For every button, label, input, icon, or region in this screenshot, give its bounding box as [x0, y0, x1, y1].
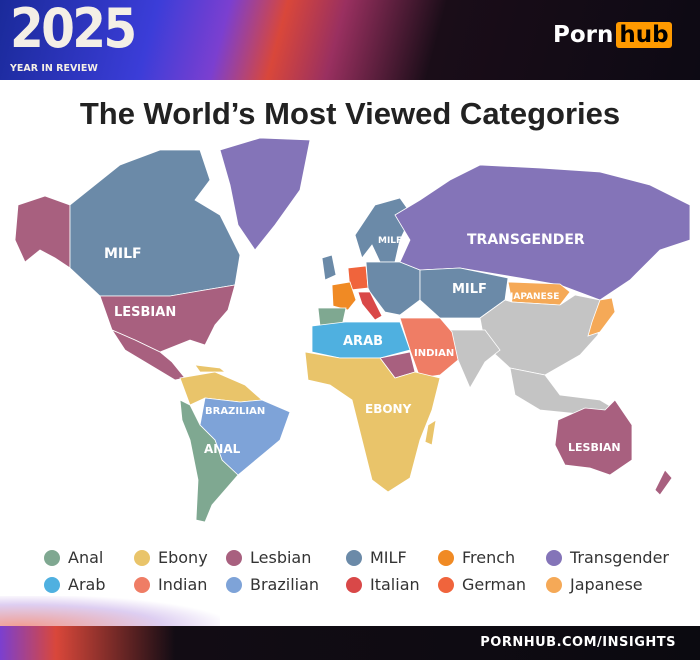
legend-label: Italian — [370, 575, 420, 594]
legend-swatch — [438, 576, 454, 593]
region-caribbean — [194, 364, 227, 373]
legend-item: Indian — [134, 575, 226, 594]
region-north-africa — [311, 321, 411, 359]
region-japan — [587, 297, 616, 337]
map-label-japanese: JAPANESE — [509, 292, 559, 302]
legend-label: Ebony — [158, 548, 208, 567]
map-label-brazilian: BRAZILIAN — [205, 406, 265, 417]
map-label-indian: INDIAN — [414, 348, 454, 359]
legend-swatch — [546, 576, 562, 593]
legend-item: Anal — [44, 548, 134, 567]
brand-logo: Porn hub — [553, 22, 672, 48]
region-madagascar — [424, 419, 437, 446]
region-italy — [357, 291, 383, 321]
region-middle-east — [399, 317, 459, 379]
legend-item: Lesbian — [226, 548, 346, 567]
legend-label: Transgender — [570, 548, 669, 567]
footer-banner: PORNHUB.COM/INSIGHTS — [0, 626, 700, 660]
map-label-arab: ARAB — [343, 334, 383, 349]
header-banner: 2025 YEAR IN REVIEW Porn hub — [0, 0, 700, 80]
legend-label: Brazilian — [250, 575, 320, 594]
region-greenland — [219, 137, 311, 251]
year-in-review-label: YEAR IN REVIEW — [10, 63, 98, 74]
legend-swatch — [546, 549, 562, 566]
legend-item: Ebony — [134, 548, 226, 567]
legend-label: Arab — [68, 575, 106, 594]
legend-swatch — [438, 549, 454, 566]
legend-swatch — [134, 576, 150, 593]
footer-url: PORNHUB.COM/INSIGHTS — [480, 635, 676, 650]
region-alaska — [14, 195, 71, 269]
region-china — [479, 294, 601, 376]
legend: Anal Ebony Lesbian MILF French Transgender Ara… — [44, 548, 686, 594]
region-andes-south — [179, 399, 239, 523]
region-subsaharan-africa — [304, 351, 441, 493]
map-label-lesbian-us: LESBIAN — [114, 305, 176, 320]
map-label-milf-scand: MILF — [378, 236, 402, 246]
map-label-milf-asia: MILF — [452, 282, 487, 297]
legend-item: Japanese — [546, 575, 686, 594]
legend-swatch — [44, 549, 60, 566]
legend-label: Indian — [158, 575, 208, 594]
legend-item: MILF — [346, 548, 438, 567]
legend-swatch — [134, 549, 150, 566]
logo-badge: hub — [616, 22, 672, 48]
legend-swatch — [346, 549, 362, 566]
legend-swatch — [226, 549, 242, 566]
region-canada — [69, 149, 241, 297]
region-se-asia — [509, 367, 622, 416]
map-label-transgender: TRANSGENDER — [467, 232, 585, 248]
legend-label: Anal — [68, 548, 104, 567]
region-france — [331, 281, 357, 311]
region-uk — [321, 254, 337, 281]
map-label-milf-na: MILF — [104, 246, 142, 262]
legend-item: Arab — [44, 575, 134, 594]
region-scandinavia — [354, 197, 413, 263]
world-map: MILF LESBIAN MILF TRANSGENDER MILF JAPAN… — [14, 137, 691, 523]
legend-item: Italian — [346, 575, 438, 594]
legend-item: German — [438, 575, 546, 594]
legend-item: French — [438, 548, 546, 567]
logo-text: Porn — [553, 22, 614, 48]
decorative-glow — [0, 596, 220, 626]
region-australia — [554, 399, 633, 476]
legend-label: German — [462, 575, 527, 594]
legend-item: Transgender — [546, 548, 686, 567]
legend-item: Brazilian — [226, 575, 346, 594]
legend-label: Japanese — [570, 575, 643, 594]
region-new-zealand — [654, 469, 673, 496]
legend-swatch — [226, 576, 242, 593]
year-heading: 2025 — [10, 0, 137, 60]
map-label-anal: ANAL — [204, 442, 241, 456]
map-label-ebony: EBONY — [365, 402, 412, 416]
legend-label: MILF — [370, 548, 407, 567]
legend-swatch — [44, 576, 60, 593]
region-mongolia — [507, 281, 571, 306]
legend-label: Lesbian — [250, 548, 312, 567]
map-label-lesbian-au: LESBIAN — [568, 441, 621, 454]
legend-label: French — [462, 548, 516, 567]
legend-swatch — [346, 576, 362, 593]
page-title: The World’s Most Viewed Categories — [79, 96, 621, 131]
